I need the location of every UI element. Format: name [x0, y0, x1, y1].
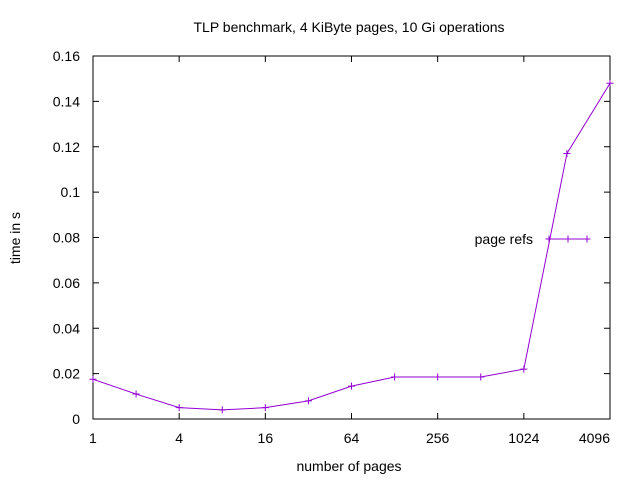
x-tick-label: 16	[258, 430, 274, 446]
legend-label: page refs	[475, 231, 533, 247]
y-tick-label: 0	[72, 411, 80, 427]
x-tick-label: 1	[89, 430, 97, 446]
y-tick-label: 0.16	[53, 48, 80, 64]
legend-marker	[545, 235, 553, 243]
x-tick-label: 1024	[508, 430, 539, 446]
data-point	[89, 375, 97, 383]
series-group	[89, 79, 614, 414]
data-point	[477, 373, 485, 381]
data-point	[391, 373, 399, 381]
y-tick-label: 0.12	[53, 139, 80, 155]
data-point	[520, 365, 528, 373]
y-tick-label: 0.04	[53, 320, 80, 336]
y-tick-label: 0.06	[53, 275, 80, 291]
data-point	[606, 79, 614, 87]
data-point	[348, 382, 355, 390]
legend-marker	[583, 235, 591, 243]
data-point	[218, 406, 226, 414]
x-tick-label: 256	[426, 430, 450, 446]
data-point	[132, 390, 140, 398]
data-point	[175, 404, 183, 412]
x-axis-title: number of pages	[296, 458, 401, 474]
y-tick-label: 0.02	[53, 366, 80, 382]
x-tick-label: 4	[175, 430, 183, 446]
x-tick-label: 64	[344, 430, 360, 446]
y-tick-label: 0.1	[61, 184, 81, 200]
data-point	[261, 404, 269, 412]
x-axis: 1 4 16 64 256 1024 4096	[89, 56, 611, 446]
chart-title: TLP benchmark, 4 KiByte pages, 10 Gi ope…	[193, 19, 504, 35]
x-tick-label: 4096	[579, 430, 610, 446]
data-point	[434, 373, 442, 381]
y-axis: 0 0.02 0.04 0.06 0.08 0.1 0.12 0.14 0.16	[53, 48, 610, 427]
y-tick-label: 0.08	[53, 230, 80, 246]
data-point	[304, 397, 312, 405]
legend-marker	[564, 235, 572, 243]
y-tick-label: 0.14	[53, 93, 80, 109]
y-axis-title: time in s	[7, 212, 23, 264]
data-point	[563, 150, 571, 158]
legend: page refs	[475, 231, 591, 247]
